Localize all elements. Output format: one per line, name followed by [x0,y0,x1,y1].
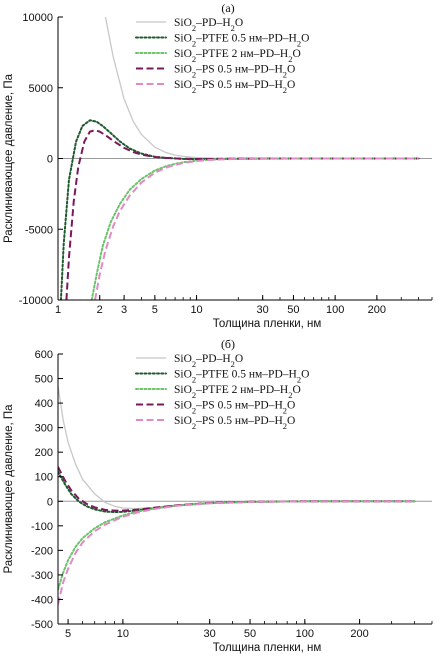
series-line-4 [58,466,415,512]
x-axis-title: Толщина пленки, нм [213,318,322,330]
legend-label: SiO2–PS 0.5 нм–PD–H2O [174,79,295,95]
x-tick-label: 200 [368,304,386,316]
legend-label: SiO2–PS 0.5 нм–PD–H2O [174,400,295,416]
y-tick-label: -100 [31,521,53,533]
series-line-2 [58,470,416,514]
series-line-5 [94,157,419,300]
legend-label: SiO2–PD–H2O [174,17,243,33]
panel-title: (б) [221,337,235,351]
y-tick-label: 100 [35,472,53,484]
x-tick-label: 200 [350,628,368,640]
y-tick-label: -500 [31,619,53,631]
legend-label: SiO2–PTFE 2 нм–PD–H2O [174,384,301,400]
legend-label: SiO2–PD–H2O [174,353,243,369]
series-group [58,385,416,605]
x-tick-label: 100 [326,304,344,316]
x-tick-label: 30 [257,304,269,316]
y-tick-label: -10000 [19,295,53,307]
chart-b: -500 -400 -300 -200 -100 0 100 200 300 400 500 600 5… [3,337,433,654]
series-line-5 [58,500,415,605]
y-tick-label: 500 [35,374,53,386]
y-tick-label: -200 [31,545,53,557]
y-tick-label: 5000 [29,83,53,95]
series-line-4 [65,129,419,300]
legend-label: SiO2–PS 0.5 нм–PD–H2O [174,64,295,80]
x-tick-label: 5 [65,628,71,640]
y-tick-label: 0 [47,154,53,166]
x-tick-label: 10 [117,628,129,640]
y-tick-label: 200 [35,447,53,459]
series-line-3 [90,157,420,300]
y-tick-label: 400 [35,398,53,410]
panel-title: (а) [221,1,234,15]
x-tick-label: 5 [152,304,158,316]
x-tick-label: 3 [121,304,127,316]
legend-label: SiO2–PTFE 2 нм–PD–H2O [174,48,301,64]
y-axis-title: Расклинивающее давление, Па [3,404,15,574]
x-tick-label: 50 [244,628,256,640]
x-tick-label: 50 [287,304,299,316]
x-tick-label: 100 [296,628,314,640]
y-tick-label: -5000 [25,224,53,236]
y-tick-label: -300 [31,570,53,582]
series-line-3 [58,500,416,591]
series-line-2 [59,119,420,300]
series-group [59,17,420,300]
x-tick-label: 10 [190,304,202,316]
y-tick-label: -400 [31,594,53,606]
x-tick-label: 2 [97,304,103,316]
y-tick-label: 10000 [22,12,53,24]
y-tick-label: 0 [47,496,53,508]
legend-label: SiO2–PTFE 0.5 нм–PD–H2O [174,33,309,49]
x-tick-label: 30 [204,628,216,640]
x-axis-title: Толщина пленки, нм [213,642,322,654]
legend-label: SiO2–PS 0.5 нм–PD–H2O [174,415,295,431]
legend-label: SiO2–PTFE 0.5 нм–PD–H2O [174,369,309,385]
x-tick-label: 1 [55,304,61,316]
y-tick-label: 300 [35,423,53,435]
chart-a: -10000 -5000 0 5000 10000 1 2 3 5 10 30 50 100 200 Тол… [3,1,433,330]
y-tick-label: 600 [35,349,53,361]
y-axis-title: Расклинивающее давление, Па [3,73,15,243]
